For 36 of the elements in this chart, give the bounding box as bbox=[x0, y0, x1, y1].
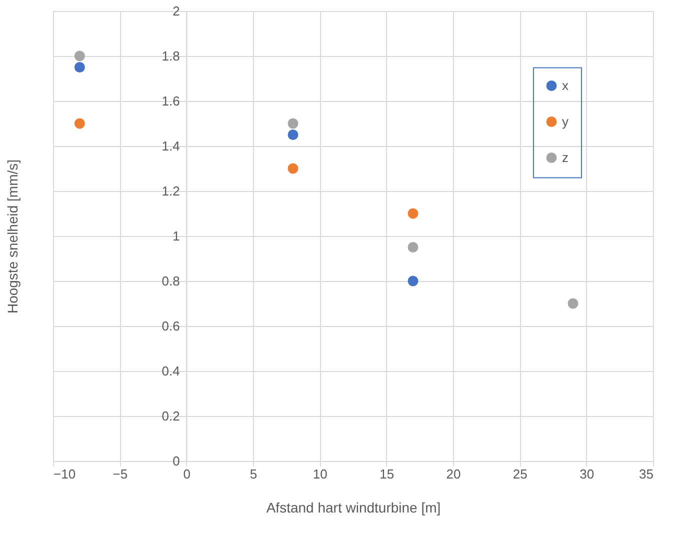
y-tick-label: 1.4 bbox=[162, 138, 180, 154]
x-tick-label: 15 bbox=[380, 466, 394, 482]
x-tick-label: 10 bbox=[312, 466, 328, 482]
x-tick-label: 0 bbox=[183, 466, 190, 482]
point bbox=[568, 298, 578, 309]
x-tick-label: 30 bbox=[580, 466, 594, 482]
point bbox=[408, 208, 418, 219]
x-tick-label: 35 bbox=[639, 466, 654, 482]
y-tick-label: 0.2 bbox=[162, 408, 180, 424]
y-axis-title: Hoogste snelheid [mm/s] bbox=[4, 159, 20, 314]
y-tick-label: 0.4 bbox=[162, 364, 180, 378]
x-tick-label: −10 bbox=[54, 466, 76, 482]
point bbox=[74, 50, 85, 62]
y-tick-label: 1.8 bbox=[162, 48, 180, 64]
x-tick-label: −5 bbox=[112, 466, 128, 482]
point bbox=[408, 276, 418, 286]
y-tick-label: 1 bbox=[172, 228, 180, 244]
point bbox=[74, 118, 85, 129]
y-tick-label: 0.6 bbox=[162, 318, 180, 334]
y-tick-label: 2 bbox=[172, 4, 180, 18]
x-tick-label: 5 bbox=[250, 466, 258, 482]
y-tick-label: 0 bbox=[172, 454, 180, 468]
x-tick-label: 25 bbox=[512, 466, 528, 482]
y-tick-label: 1.2 bbox=[162, 184, 180, 198]
y-tick-label: 1.6 bbox=[162, 94, 180, 108]
legend-label: x bbox=[562, 78, 569, 93]
legend-label: z bbox=[562, 150, 568, 165]
point bbox=[288, 118, 298, 129]
point bbox=[408, 242, 418, 252]
y-tick-label: 0.8 bbox=[162, 274, 180, 288]
legend-label: y bbox=[562, 114, 569, 129]
point bbox=[288, 163, 298, 174]
point bbox=[74, 62, 85, 72]
x-axis-title: Afstand hart windturbine [m] bbox=[266, 500, 441, 516]
point bbox=[288, 130, 298, 140]
x-tick-label: 20 bbox=[446, 466, 461, 482]
